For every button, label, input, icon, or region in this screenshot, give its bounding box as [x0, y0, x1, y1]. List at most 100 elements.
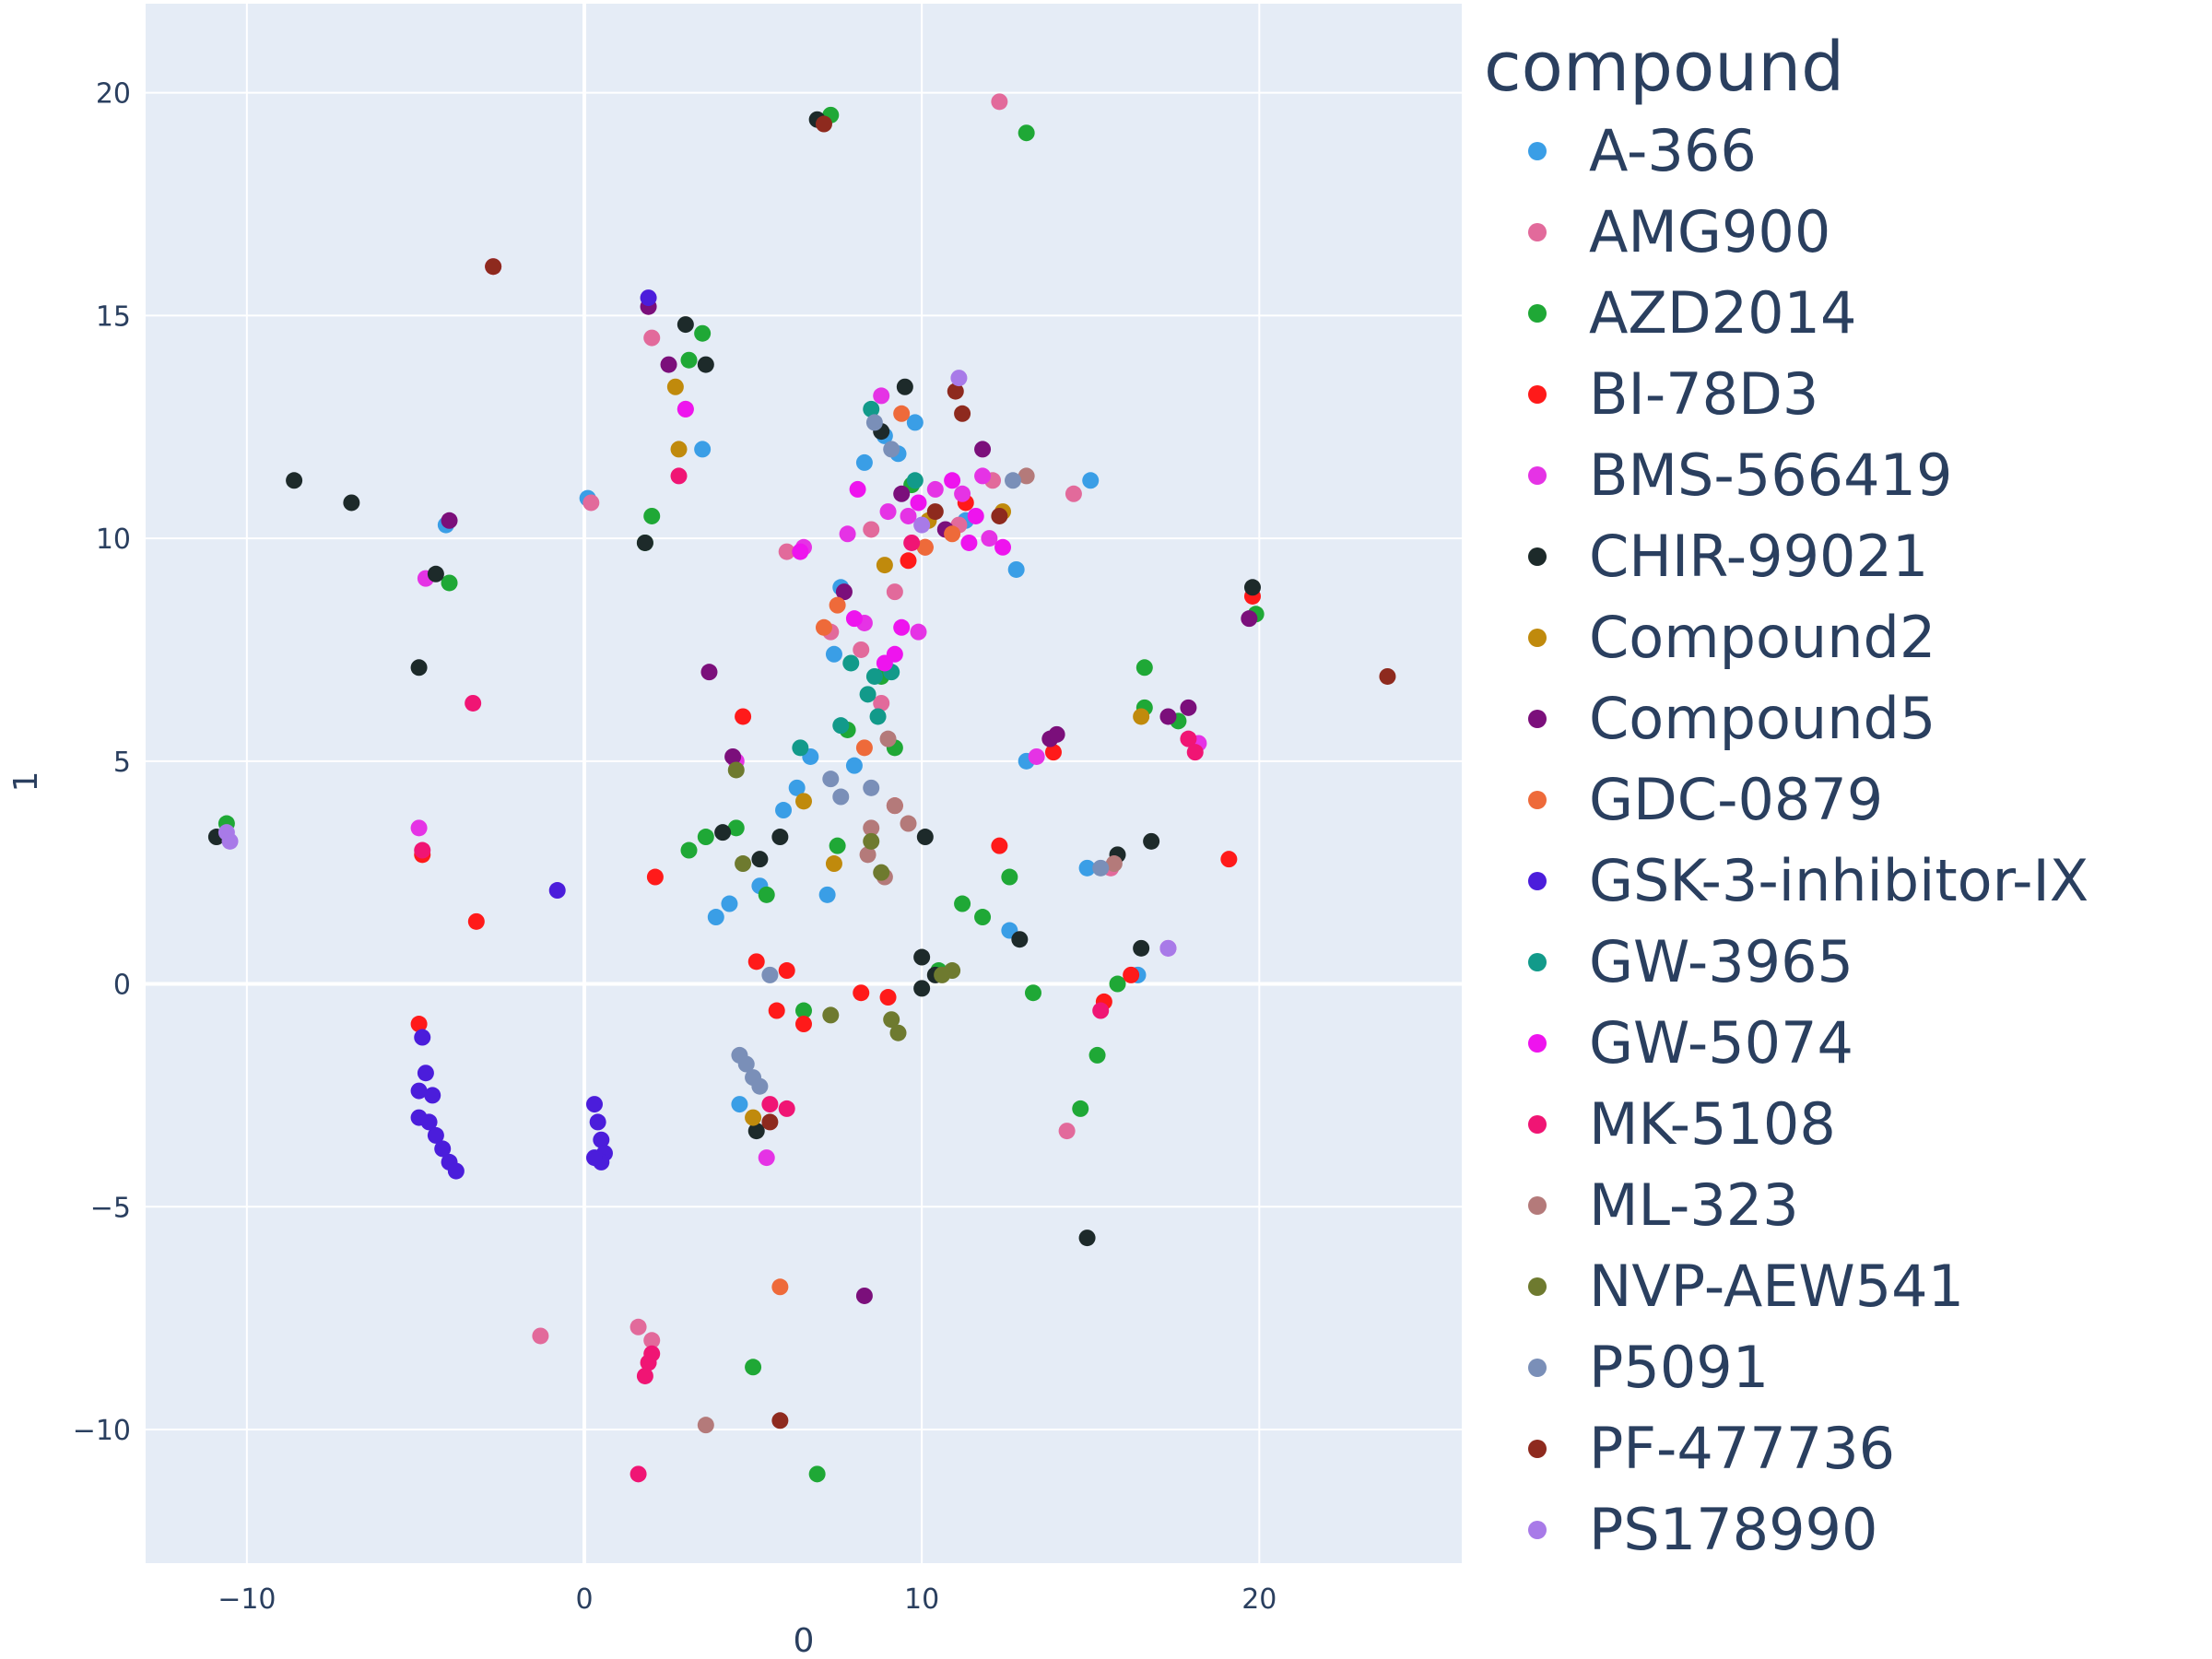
- data-point: [954, 485, 971, 502]
- data-point: [1143, 832, 1160, 850]
- data-point: [991, 93, 1008, 111]
- legend-item[interactable]: GW-5074: [1484, 1003, 2088, 1084]
- data-point: [778, 543, 795, 560]
- legend-label: BI-78D3: [1589, 360, 1819, 428]
- data-point: [896, 378, 913, 395]
- data-point: [974, 467, 992, 485]
- data-point: [582, 494, 600, 512]
- legend-items: A-366 AMG900 AZD2014 BI-78D3 BMS-566419 CHIR-…: [1484, 111, 2088, 1571]
- data-point: [680, 841, 698, 859]
- data-point: [697, 1417, 714, 1434]
- legend-label: CHIR-99021: [1589, 523, 1929, 590]
- data-point: [994, 538, 1012, 556]
- legend-item[interactable]: BI-78D3: [1484, 354, 2088, 435]
- legend-marker-icon: [1528, 547, 1547, 566]
- legend-item[interactable]: BMS-566419: [1484, 435, 2088, 516]
- data-point: [903, 534, 921, 551]
- data-point: [954, 405, 971, 422]
- data-point: [417, 1065, 434, 1082]
- data-point: [883, 1011, 900, 1029]
- data-point: [1092, 859, 1110, 877]
- data-point: [761, 1113, 779, 1131]
- legend-item[interactable]: AZD2014: [1484, 273, 2088, 354]
- data-point: [913, 948, 931, 966]
- data-points: [207, 93, 1396, 1483]
- data-point: [1072, 1100, 1089, 1117]
- data-point: [694, 324, 712, 342]
- data-point: [879, 989, 897, 1006]
- data-point: [585, 1096, 603, 1113]
- data-point: [818, 886, 836, 903]
- data-point: [414, 1029, 431, 1046]
- legend-label: ML-323: [1589, 1171, 1799, 1239]
- data-point: [889, 1024, 907, 1041]
- legend-marker-icon: [1528, 1277, 1547, 1296]
- y-tick-label: 5: [113, 747, 131, 779]
- data-point: [465, 694, 482, 712]
- legend-label: AMG900: [1589, 198, 1831, 265]
- legend-item[interactable]: PF-477736: [1484, 1408, 2088, 1489]
- legend-item[interactable]: P5091: [1484, 1327, 2088, 1408]
- legend-item[interactable]: GW-3965: [1484, 922, 2088, 1003]
- data-point: [427, 565, 444, 582]
- legend-item[interactable]: A-366: [1484, 111, 2088, 192]
- legend-item[interactable]: AMG900: [1484, 192, 2088, 273]
- data-point: [900, 507, 917, 524]
- data-point: [883, 441, 900, 458]
- data-point: [865, 414, 883, 431]
- data-point: [829, 596, 846, 614]
- data-point: [731, 1096, 748, 1113]
- y-tick-label: 10: [96, 524, 131, 556]
- data-point: [926, 480, 944, 498]
- data-point: [714, 824, 732, 841]
- legend-marker-icon: [1528, 1034, 1547, 1053]
- data-point: [849, 480, 866, 498]
- data-point: [974, 441, 992, 458]
- data-point: [680, 351, 698, 369]
- data-point: [886, 583, 903, 601]
- data-point: [1109, 975, 1126, 993]
- data-point: [859, 846, 877, 864]
- data-point: [727, 761, 745, 779]
- data-point: [822, 1006, 840, 1024]
- legend-marker-icon: [1528, 1359, 1547, 1377]
- legend-item[interactable]: PS178990: [1484, 1489, 2088, 1571]
- legend-item[interactable]: Compound2: [1484, 597, 2088, 678]
- data-point: [926, 503, 944, 521]
- x-tick-label: 20: [1241, 1583, 1277, 1616]
- data-point: [1180, 699, 1197, 716]
- legend-item[interactable]: Compound5: [1484, 678, 2088, 759]
- legend-item[interactable]: ML-323: [1484, 1165, 2088, 1246]
- y-tick-label: −5: [90, 1192, 131, 1224]
- data-point: [795, 793, 812, 810]
- legend-title: compound: [1484, 28, 1845, 107]
- data-point: [853, 641, 870, 658]
- gridlines: [146, 4, 1462, 1563]
- data-point: [815, 618, 832, 636]
- data-point: [876, 557, 893, 574]
- data-point: [441, 574, 458, 592]
- legend-marker-icon: [1528, 1115, 1547, 1134]
- data-point: [410, 1016, 428, 1033]
- data-point: [1082, 472, 1100, 489]
- data-point: [853, 984, 870, 1002]
- data-point: [1007, 560, 1025, 578]
- legend-item[interactable]: MK-5108: [1484, 1084, 2088, 1165]
- legend-label: BMS-566419: [1589, 441, 1953, 509]
- data-point: [1028, 747, 1045, 765]
- legend-item[interactable]: NVP-AEW541: [1484, 1246, 2088, 1327]
- data-point: [835, 583, 853, 601]
- data-point: [960, 534, 978, 551]
- data-point: [1123, 966, 1140, 983]
- legend-item[interactable]: GSK-3-inhibitor-IX: [1484, 841, 2088, 922]
- legend-label: GW-3965: [1589, 928, 1853, 995]
- data-point: [670, 467, 688, 485]
- legend-item[interactable]: CHIR-99021: [1484, 516, 2088, 597]
- data-point: [636, 534, 653, 551]
- legend-marker-icon: [1528, 710, 1547, 728]
- data-point: [1379, 667, 1396, 685]
- data-point: [1005, 472, 1022, 489]
- data-point: [792, 739, 809, 757]
- legend-item[interactable]: GDC-0879: [1484, 759, 2088, 841]
- data-point: [1243, 579, 1261, 596]
